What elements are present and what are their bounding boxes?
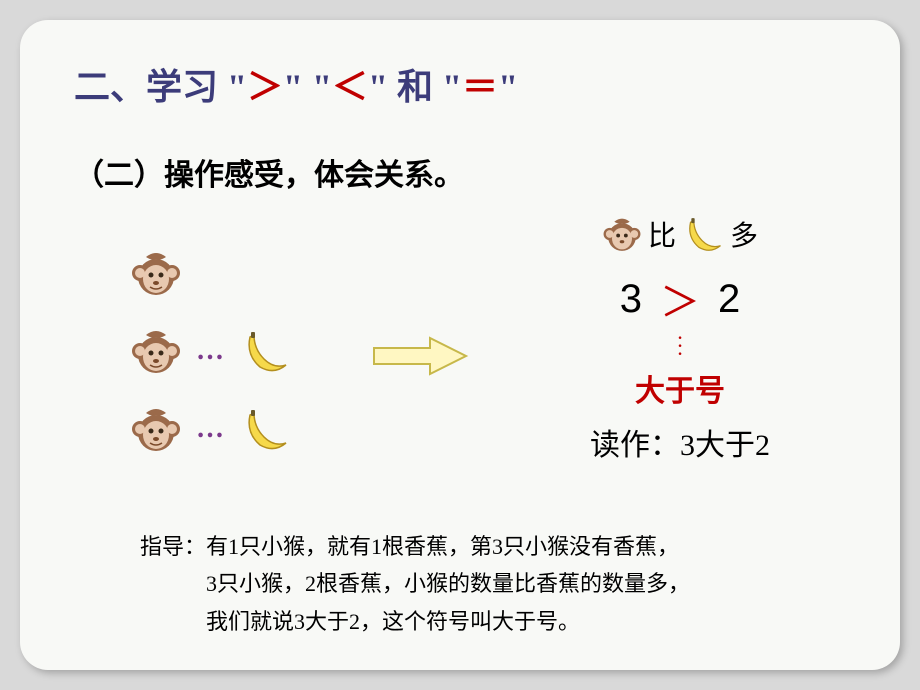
subtitle: （二）操作感受，体会关系。 <box>74 150 850 194</box>
title-prefix: 二、学习 <box>74 67 218 107</box>
content-area: … <box>70 214 850 514</box>
reading-value: 3大于2 <box>680 429 770 462</box>
vertical-dots-icon: ··· <box>540 334 820 358</box>
row-2: … <box>130 312 290 390</box>
compare-text-bi: 比 <box>648 214 676 254</box>
monkey-icon <box>602 214 642 254</box>
title-quote: " <box>442 67 462 107</box>
monkey-icon <box>130 325 182 377</box>
slide-title: 二、学习 "＞" "＜" 和 "＝" <box>74 58 850 110</box>
row-1 <box>130 234 290 312</box>
monkey-icon <box>130 247 182 299</box>
arrow-icon <box>370 334 470 378</box>
compare-sentence: 比 多 <box>540 214 820 254</box>
title-quote: " <box>368 67 397 107</box>
dots-icon: … <box>196 335 226 367</box>
title-quote: " <box>227 67 247 107</box>
title-symbol-eq: ＝ <box>462 67 498 107</box>
right-column: 比 多 3 ＞ 2 ··· 大于号 读作：3大于2 <box>540 214 820 464</box>
title-symbol-lt: ＜ <box>332 67 368 107</box>
guide-text: 指导：有1只小猴，就有1根香蕉，第3只小猴没有香蕉， 3只小猴，2根香蕉，小猴的… <box>140 528 690 640</box>
slide: 二、学习 "＞" "＜" 和 "＝" （二）操作感受，体会关系。 <box>20 20 900 670</box>
title-symbol-gt: ＞ <box>247 67 283 107</box>
banana-icon <box>240 327 290 375</box>
dots-icon: … <box>196 413 226 445</box>
expression: 3 ＞ 2 <box>540 270 820 328</box>
title-and: 和 <box>397 67 433 107</box>
guide-line-1: 有1只小猴，就有1根香蕉，第3只小猴没有香蕉， <box>206 534 679 559</box>
title-quote: " <box>498 67 518 107</box>
left-column: … <box>130 234 290 468</box>
guide-line-3: 我们就说3大于2，这个符号叫大于号。 <box>206 609 580 634</box>
title-quote: " " <box>283 67 332 107</box>
guide-line-2: 3只小猴，2根香蕉，小猴的数量比香蕉的数量多， <box>206 571 690 596</box>
monkey-icon <box>130 403 182 455</box>
row-3: … <box>130 390 290 468</box>
symbol-name: 大于号 <box>540 366 820 410</box>
expr-a: 3 <box>620 277 642 322</box>
banana-icon <box>682 214 724 254</box>
expr-op: ＞ <box>660 270 700 328</box>
reading-label: 读作： <box>590 429 680 462</box>
expr-b: 2 <box>718 277 740 322</box>
compare-text-duo: 多 <box>730 214 758 254</box>
guide-label: 指导： <box>140 534 206 559</box>
reading-line: 读作：3大于2 <box>540 420 820 464</box>
banana-icon <box>240 405 290 453</box>
